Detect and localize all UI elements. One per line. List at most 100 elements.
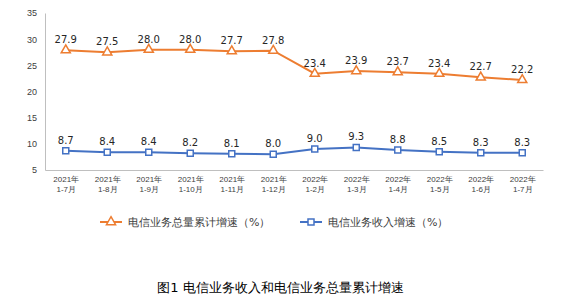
- y-tick: 25: [27, 61, 45, 71]
- data-label: 8.2: [182, 137, 198, 148]
- series-marker: [310, 68, 319, 76]
- x-tick: 2021年1-9月: [136, 175, 162, 194]
- x-tick-label-line: 2021年: [219, 175, 245, 184]
- x-tick-label-line: 2021年: [261, 175, 287, 184]
- series-line: [66, 50, 523, 80]
- series-marker: [395, 147, 401, 153]
- x-tick-label: 2021年1-11月: [219, 175, 245, 194]
- x-tick: 2022年1-3月: [344, 175, 370, 194]
- series-marker: [104, 149, 110, 155]
- x-axis-line: [46, 170, 544, 171]
- x-tick-label-line: 2021年: [136, 175, 162, 184]
- x-tick: 2022年1-6月: [468, 175, 494, 194]
- data-label: 8.3: [514, 137, 530, 148]
- data-label: 8.0: [265, 138, 281, 149]
- x-tick-label: 2021年1-10月: [178, 175, 204, 194]
- series-marker: [144, 44, 153, 52]
- y-tick: 15: [27, 113, 45, 123]
- y-tick-label: 10: [27, 139, 37, 149]
- series-marker: [146, 149, 152, 155]
- data-label: 8.7: [58, 135, 74, 146]
- data-label: 9.3: [348, 131, 364, 142]
- series-marker: [312, 146, 318, 152]
- series-marker: [436, 149, 442, 155]
- x-tick-label: 2021年1-12月: [261, 175, 287, 194]
- series-marker: [229, 151, 235, 157]
- x-tick-label-line: 1-11月: [221, 185, 244, 194]
- marks: [61, 44, 527, 157]
- y-tick: 30: [27, 35, 45, 45]
- series-marker: [61, 45, 70, 53]
- data-label: 8.1: [224, 138, 240, 149]
- data-label: 28.0: [179, 34, 201, 45]
- x-tick-label: 2022年1-3月: [344, 175, 370, 194]
- x-tick-label-line: 2022年: [385, 175, 411, 184]
- x-tick-label-line: 2022年: [344, 175, 370, 184]
- y-tick-label: 5: [32, 165, 37, 175]
- x-tick-label-line: 2022年: [510, 175, 536, 184]
- y-axis-line: [45, 14, 46, 171]
- y-tick: 20: [27, 87, 45, 97]
- x-tick-label-line: 1-10月: [179, 185, 203, 194]
- data-label: 8.4: [141, 136, 157, 147]
- series-marker: [269, 45, 278, 53]
- y-tick-label: 15: [27, 113, 37, 123]
- y-tick: 35: [27, 8, 45, 18]
- data-label: 28.0: [138, 34, 160, 45]
- x-tick-label: 2021年1-9月: [136, 175, 162, 194]
- x-tick: 2021年1-8月: [95, 175, 121, 194]
- x-tick-label-line: 2022年: [302, 175, 328, 184]
- x-tick-label-line: 1-9月: [139, 185, 159, 194]
- data-label: 9.0: [307, 133, 323, 144]
- legend-marker: [106, 217, 115, 225]
- data-label: 27.8: [262, 35, 284, 46]
- x-tick-label-line: 1-7月: [513, 185, 533, 194]
- legend-marker: [308, 219, 314, 225]
- x-tick-label-line: 2022年: [427, 175, 453, 184]
- x-axis: 2021年1-7月2021年1-8月2021年1-9月2021年1-10月202…: [46, 171, 544, 194]
- data-label: 23.7: [387, 56, 409, 67]
- legend: 电信业务总量累计增速（%） 电信业务收入增速（%）: [100, 216, 448, 229]
- x-tick-label-line: 2021年: [178, 175, 204, 184]
- x-tick-label: 2022年1-6月: [468, 175, 494, 194]
- x-tick-label-line: 1-2月: [305, 185, 325, 194]
- y-tick-label: 25: [27, 61, 37, 71]
- series-marker: [352, 66, 361, 74]
- series-marker: [393, 67, 402, 75]
- x-tick-label-line: 1-3月: [347, 185, 367, 194]
- x-tick-label-line: 1-6月: [471, 185, 491, 194]
- x-tick-label-line: 1-7月: [56, 185, 76, 194]
- data-label: 23.4: [304, 58, 326, 69]
- x-tick-label: 2021年1-7月: [53, 175, 79, 194]
- legend-label: 电信业务总量累计增速（%）: [128, 216, 270, 229]
- series-marker: [187, 150, 193, 156]
- data-label: 8.5: [431, 136, 447, 147]
- chart-title: 图1 电信业务收入和电信业务总量累计增速: [157, 280, 403, 295]
- x-tick-label-line: 2021年: [53, 175, 79, 184]
- chart: 51015202530352021年1-7月2021年1-8月2021年1-9月…: [0, 0, 561, 299]
- legend-item: 电信业务总量累计增速（%）: [100, 216, 270, 229]
- y-tick-label: 20: [27, 87, 37, 97]
- data-label: 22.7: [470, 61, 492, 72]
- y-tick: 5: [32, 165, 45, 175]
- x-tick-label-line: 2022年: [468, 175, 494, 184]
- x-tick: 2022年1-5月: [427, 175, 453, 194]
- legend-label: 电信业务收入增速（%）: [328, 216, 448, 229]
- data-label: 23.4: [428, 58, 450, 69]
- series-marker: [476, 72, 485, 80]
- x-tick-label-line: 1-8月: [98, 185, 118, 194]
- x-tick-label-line: 1-4月: [388, 185, 408, 194]
- x-tick-label-line: 1-12月: [262, 185, 286, 194]
- x-tick-label: 2022年1-7月: [510, 175, 536, 194]
- x-tick: 2022年1-7月: [510, 175, 536, 194]
- data-label: 27.5: [96, 36, 118, 47]
- x-tick-label-line: 2021年: [95, 175, 121, 184]
- series-marker: [63, 148, 69, 154]
- data-label: 23.9: [345, 55, 367, 66]
- x-tick-label: 2022年1-5月: [427, 175, 453, 194]
- data-label: 27.9: [55, 34, 77, 45]
- series-marker: [478, 150, 484, 156]
- data-label: 22.2: [511, 64, 533, 75]
- plot: 51015202530352021年1-7月2021年1-8月2021年1-9月…: [27, 8, 544, 193]
- x-tick: 2021年1-10月: [178, 175, 204, 194]
